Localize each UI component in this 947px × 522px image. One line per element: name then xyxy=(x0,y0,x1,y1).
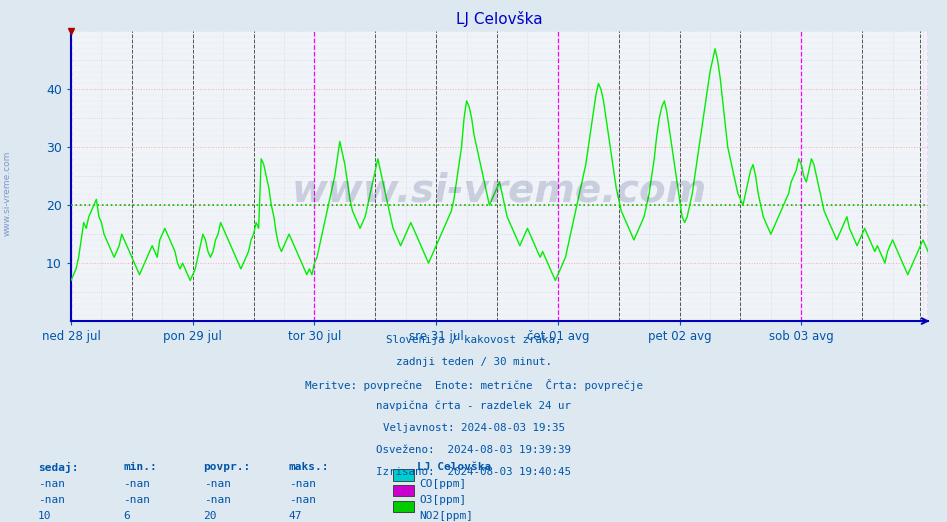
Text: -nan: -nan xyxy=(38,479,65,489)
Text: maks.:: maks.: xyxy=(289,462,330,472)
Text: CO[ppm]: CO[ppm] xyxy=(420,479,467,489)
Text: Slovenija / kakovost zraka,: Slovenija / kakovost zraka, xyxy=(385,335,562,345)
Text: zadnji teden / 30 minut.: zadnji teden / 30 minut. xyxy=(396,357,551,367)
Text: 10: 10 xyxy=(38,511,51,520)
Text: LJ Celovška: LJ Celovška xyxy=(417,462,491,472)
Text: Meritve: povprečne  Enote: metrične  Črta: povprečje: Meritve: povprečne Enote: metrične Črta:… xyxy=(305,379,642,391)
Text: 20: 20 xyxy=(204,511,217,520)
Text: www.si-vreme.com: www.si-vreme.com xyxy=(292,172,707,210)
Text: -nan: -nan xyxy=(204,479,231,489)
Text: O3[ppm]: O3[ppm] xyxy=(420,495,467,505)
Text: -nan: -nan xyxy=(123,479,151,489)
Title: LJ Celovška: LJ Celovška xyxy=(456,11,543,27)
Text: Osveženo:  2024-08-03 19:39:39: Osveženo: 2024-08-03 19:39:39 xyxy=(376,445,571,455)
Text: NO2[ppm]: NO2[ppm] xyxy=(420,511,474,520)
Text: navpična črta - razdelek 24 ur: navpična črta - razdelek 24 ur xyxy=(376,401,571,411)
Text: Izrisano:  2024-08-03 19:40:45: Izrisano: 2024-08-03 19:40:45 xyxy=(376,467,571,477)
Text: -nan: -nan xyxy=(123,495,151,505)
Text: -nan: -nan xyxy=(289,495,316,505)
Text: 47: 47 xyxy=(289,511,302,520)
Text: -nan: -nan xyxy=(38,495,65,505)
Text: sedaj:: sedaj: xyxy=(38,462,79,473)
Text: www.si-vreme.com: www.si-vreme.com xyxy=(3,150,12,236)
Text: min.:: min.: xyxy=(123,462,157,472)
Text: Veljavnost: 2024-08-03 19:35: Veljavnost: 2024-08-03 19:35 xyxy=(383,423,564,433)
Text: povpr.:: povpr.: xyxy=(204,462,251,472)
Text: 6: 6 xyxy=(123,511,130,520)
Text: -nan: -nan xyxy=(289,479,316,489)
Text: -nan: -nan xyxy=(204,495,231,505)
